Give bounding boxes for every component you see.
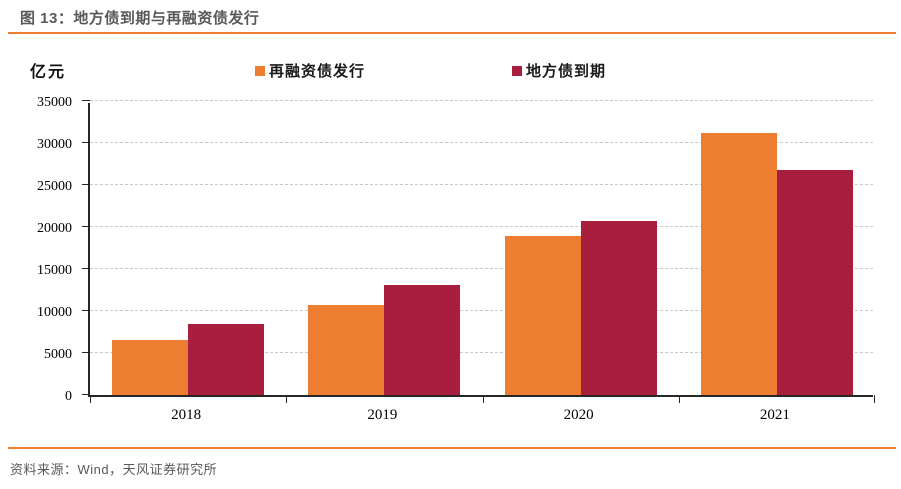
y-axis-unit-label: 亿元 [30,64,67,81]
gridline-25000 [90,184,873,185]
y-axis-tick-labels: 0 5000 10000 15000 20000 25000 30000 35000 [0,95,72,404]
legend-label: 地方债到期 [526,63,607,80]
y-axis-tick-5000 [82,352,90,353]
gridline-35000 [90,100,873,101]
bar-refinancing-2019 [308,305,385,395]
y-axis-tick-30000 [82,142,90,143]
y-axis-tick-15000 [82,268,90,269]
legend-marker-icon [512,65,522,76]
gridline-15000 [90,268,873,269]
y-tick-label-30000: 30000 [37,137,72,152]
x-tick-label-2021: 2021 [759,407,790,423]
source-note: 资料来源：Wind，天风证券研究所 [10,462,218,477]
y-axis-tick-20000 [82,226,90,227]
bar-group-2020 [483,103,679,395]
x-axis-tick-4 [874,395,875,403]
bar-refinancing-2021 [700,132,777,395]
x-axis-tick-3 [678,395,680,403]
gridline-20000 [90,226,873,227]
x-axis-tick-labels: 2018 2019 2020 2021 [88,407,873,427]
y-tick-label-15000: 15000 [37,263,72,278]
bar-maturity-2019 [384,284,461,395]
bar-maturity-2021 [776,170,853,395]
legend-item-maturity: 地方债到期 [512,60,606,81]
x-tick-label-2020: 2020 [563,407,594,423]
y-tick-label-0: 0 [65,389,72,404]
x-tick-label-2018: 2018 [171,407,202,423]
bar-maturity-2020 [580,220,657,395]
title-divider-line [8,32,896,34]
y-tick-label-35000: 35000 [37,95,72,110]
gridline-10000 [90,310,873,311]
y-tick-label-5000: 5000 [44,347,72,362]
bar-group-2018 [90,103,286,395]
x-tick-label-2019: 2019 [367,407,398,423]
figure-number: 图 13： [20,10,74,27]
y-axis-tick-35000 [82,100,90,101]
y-tick-label-10000: 10000 [37,305,72,320]
legend-label: 再融资债发行 [269,63,366,80]
footer-divider-line [8,447,896,449]
bar-refinancing-2018 [112,339,189,395]
bar-refinancing-2020 [504,236,581,395]
legend-item-refinancing: 再融资债发行 [255,60,365,81]
gridline-30000 [90,142,873,143]
plot-area [82,100,875,403]
x-axis-tick-1 [286,395,288,403]
figure-title-text: 地方债到期与再融资债发行 [73,10,260,27]
y-axis-tick-25000 [82,184,90,185]
x-axis-tick-0 [90,395,91,403]
bar-maturity-2018 [188,324,265,395]
y-tick-label-20000: 20000 [37,221,72,236]
gridline-5000 [90,352,873,353]
y-axis-tick-0 [82,394,90,395]
figure-title: 图 13：地方债到期与再融资债发行 [20,7,259,28]
legend-marker-icon [255,65,265,76]
x-axis-tick-2 [482,395,484,403]
y-axis-tick-10000 [82,310,90,311]
bar-group-2021 [679,103,875,395]
y-tick-label-25000: 25000 [37,179,72,194]
bar-group-2019 [286,103,482,395]
